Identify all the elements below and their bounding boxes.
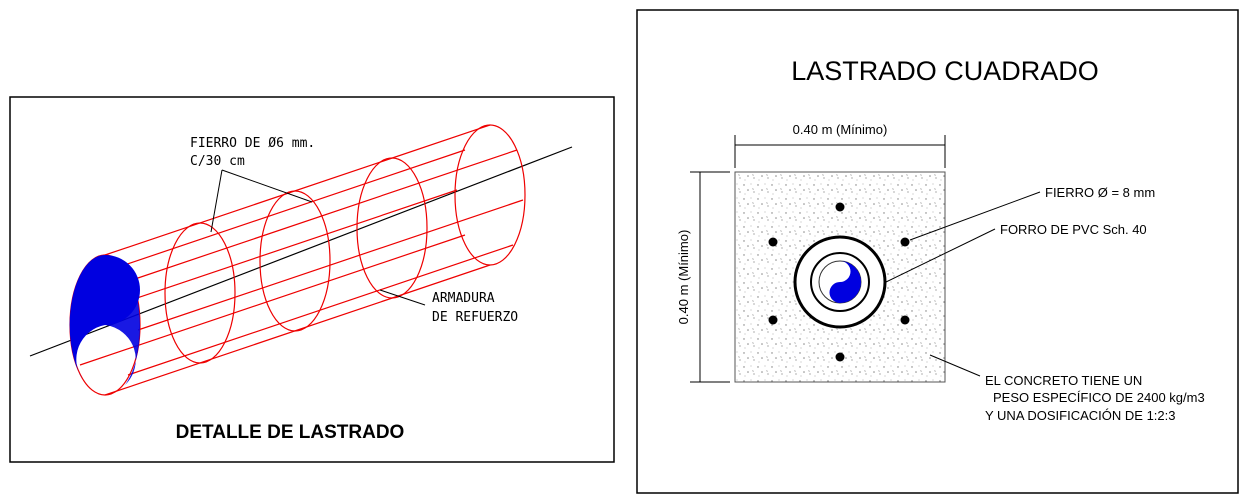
panel-border xyxy=(636,9,1239,494)
note: Y UNA DOSIFICACIÓN DE 1:2:3 xyxy=(985,408,1175,423)
label: DE REFUERZO xyxy=(432,310,518,325)
dimension-label: 0.40 m (Mínimo) xyxy=(676,230,691,325)
rebars xyxy=(768,202,910,362)
note: EL CONCRETO TIENE UN xyxy=(985,373,1142,388)
label: C/30 cm xyxy=(190,154,245,169)
leaders xyxy=(210,169,426,306)
label: FIERRO Ø = 8 mm xyxy=(1045,185,1155,200)
section-fill xyxy=(105,255,141,385)
dimension-label: 0.40 m (Mínimo) xyxy=(793,122,888,137)
label: FIERRO DE Ø6 mm. xyxy=(190,136,315,151)
panel-title: LASTRADO CUADRADO xyxy=(791,56,1099,86)
right-panel: LASTRADO CUADRADO 0.40 m (Mínimo) 0.40 m… xyxy=(636,9,1239,494)
left-panel: FIERRO DE Ø6 mm. C/30 cm ARMADURA DE REF… xyxy=(9,96,615,463)
note: PESO ESPECÍFICO DE 2400 kg/m3 xyxy=(993,390,1205,405)
label: ARMADURA xyxy=(432,291,495,306)
panel-border xyxy=(9,96,615,463)
label: FORRO DE PVC Sch. 40 xyxy=(1000,222,1147,237)
section-fill xyxy=(829,261,861,303)
dimensions xyxy=(690,135,946,383)
panel-title: DETALLE DE LASTRADO xyxy=(176,422,405,443)
leaders xyxy=(885,191,1041,377)
reinforcement-cage xyxy=(69,124,526,396)
